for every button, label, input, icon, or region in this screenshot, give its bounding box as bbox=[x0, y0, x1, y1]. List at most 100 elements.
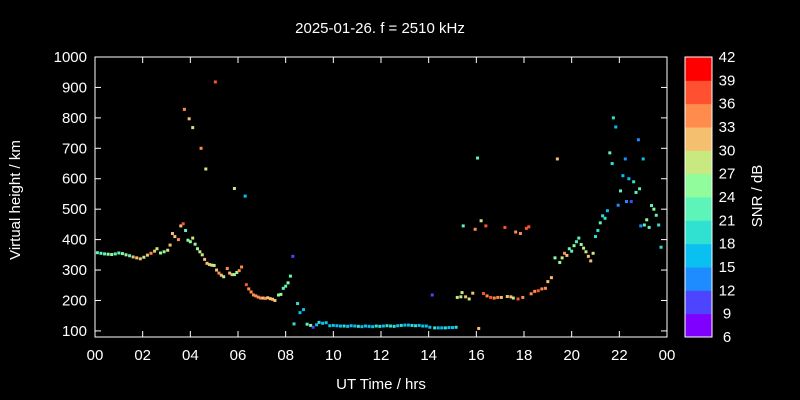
data-point bbox=[634, 190, 638, 194]
data-point bbox=[302, 308, 306, 312]
data-point bbox=[170, 232, 174, 236]
data-point bbox=[572, 244, 576, 248]
data-point bbox=[204, 167, 208, 171]
data-point bbox=[207, 263, 211, 267]
data-point bbox=[629, 200, 633, 204]
data-point bbox=[647, 225, 651, 229]
data-point bbox=[256, 295, 260, 299]
data-point bbox=[516, 297, 520, 301]
data-point bbox=[249, 290, 253, 294]
data-point bbox=[349, 324, 353, 328]
data-point bbox=[414, 324, 418, 328]
data-point bbox=[533, 289, 537, 293]
data-point bbox=[560, 256, 564, 260]
data-point bbox=[315, 323, 319, 327]
y-tick-label: 800 bbox=[62, 110, 87, 127]
data-point bbox=[659, 245, 663, 249]
data-point bbox=[443, 326, 447, 330]
data-point bbox=[374, 324, 378, 328]
data-point bbox=[212, 263, 216, 267]
data-point bbox=[268, 297, 272, 301]
data-point bbox=[232, 186, 236, 190]
data-point bbox=[454, 325, 458, 329]
data-point bbox=[473, 227, 477, 231]
data-point bbox=[436, 326, 440, 330]
data-point bbox=[603, 216, 607, 220]
data-point bbox=[215, 268, 219, 272]
colorbar-bin bbox=[685, 150, 712, 175]
y-tick-label: 500 bbox=[62, 201, 87, 218]
data-point bbox=[594, 235, 597, 239]
data-points bbox=[95, 80, 663, 330]
data-point bbox=[279, 292, 283, 296]
data-point bbox=[331, 323, 335, 327]
data-point bbox=[461, 224, 465, 228]
colorbar-tick-label: 36 bbox=[719, 96, 736, 113]
data-point bbox=[266, 296, 270, 300]
data-point bbox=[173, 235, 177, 239]
colorbar-bin bbox=[685, 313, 712, 338]
data-point bbox=[153, 249, 157, 253]
data-point bbox=[292, 322, 296, 326]
data-point bbox=[367, 324, 371, 328]
data-point bbox=[421, 324, 425, 328]
data-point bbox=[527, 225, 531, 229]
data-point bbox=[601, 214, 605, 218]
data-point bbox=[584, 250, 588, 254]
x-tick-label: 00 bbox=[87, 347, 104, 364]
data-point bbox=[186, 238, 190, 242]
data-point bbox=[540, 287, 544, 291]
colorbar-tick-label: 24 bbox=[719, 189, 736, 206]
data-point bbox=[579, 242, 583, 246]
data-point bbox=[586, 254, 590, 258]
data-point bbox=[638, 187, 642, 191]
colorbar-tick-label: 18 bbox=[719, 236, 736, 253]
data-point bbox=[582, 246, 586, 250]
x-tick-label: 04 bbox=[182, 347, 199, 364]
y-tick-label: 200 bbox=[62, 292, 87, 309]
data-point bbox=[240, 265, 244, 269]
data-point bbox=[546, 280, 550, 284]
data-point bbox=[247, 287, 251, 291]
data-point bbox=[296, 302, 300, 306]
data-point bbox=[433, 326, 437, 330]
colorbar-tick-label: 30 bbox=[719, 142, 736, 159]
data-point bbox=[159, 251, 163, 255]
y-axis: 100 200 300 400 500 600 700 800 900 1000 bbox=[54, 49, 667, 340]
data-point bbox=[489, 295, 493, 299]
data-point bbox=[410, 323, 414, 327]
data-point bbox=[106, 252, 110, 256]
colorbar-bin bbox=[685, 267, 712, 291]
data-point bbox=[110, 253, 114, 257]
data-point bbox=[392, 324, 396, 328]
data-point bbox=[128, 254, 132, 258]
colorbar-tick-label: 9 bbox=[723, 306, 731, 323]
y-tick-label: 300 bbox=[62, 262, 87, 279]
data-point bbox=[645, 218, 649, 222]
data-point bbox=[636, 138, 640, 142]
data-point bbox=[639, 224, 643, 228]
data-point bbox=[271, 297, 275, 301]
data-point bbox=[217, 271, 221, 275]
data-point bbox=[120, 252, 124, 256]
data-point bbox=[232, 273, 236, 277]
x-tick-label: 16 bbox=[468, 347, 485, 364]
data-point bbox=[364, 324, 368, 328]
x-tick-label: 22 bbox=[611, 347, 628, 364]
data-point bbox=[149, 251, 153, 255]
data-point bbox=[188, 240, 192, 244]
data-point bbox=[117, 251, 121, 255]
data-point bbox=[346, 324, 350, 328]
data-point bbox=[477, 326, 481, 330]
data-point bbox=[567, 247, 571, 251]
data-point bbox=[467, 297, 471, 301]
data-point bbox=[309, 323, 313, 327]
colorbar-bin bbox=[685, 243, 712, 268]
colorbar-bin bbox=[685, 103, 712, 128]
y-tick-label: 400 bbox=[62, 232, 87, 249]
data-point bbox=[505, 295, 509, 299]
data-point bbox=[342, 324, 346, 328]
data-point bbox=[284, 284, 288, 288]
data-point bbox=[428, 325, 432, 329]
data-point bbox=[652, 207, 656, 211]
